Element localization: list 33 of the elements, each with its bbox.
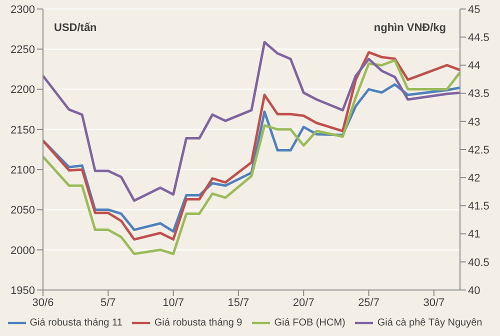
y2-tick-label: 40 bbox=[468, 284, 480, 297]
legend-label: Giá FOB (HCM) bbox=[274, 318, 346, 329]
x-tick-label: 30/6 bbox=[32, 296, 54, 309]
y-tick-label: 2250 bbox=[10, 44, 35, 56]
y2-tick-label: 40.5 bbox=[468, 256, 490, 269]
y2-tick-label: 41.5 bbox=[468, 200, 490, 213]
y2-tick-label: 42 bbox=[468, 172, 480, 185]
y-tick-label: 2200 bbox=[10, 84, 35, 96]
legend-label: Giá robusta tháng 9 bbox=[154, 318, 242, 329]
y2-tick-label: 44.5 bbox=[468, 32, 490, 44]
y-tick-label: 1950 bbox=[10, 284, 35, 297]
y2-tick-label: 44 bbox=[468, 60, 480, 72]
y-tick-label: 2100 bbox=[10, 164, 35, 176]
x-tick-label: 20/7 bbox=[292, 296, 314, 309]
y-tick-label: 2150 bbox=[10, 124, 35, 136]
x-tick-label: 10/7 bbox=[162, 296, 184, 309]
y2-tick-label: 43.5 bbox=[468, 88, 490, 100]
y-tick-label: 2050 bbox=[10, 204, 35, 217]
y-tick-label: 2000 bbox=[10, 244, 35, 257]
x-tick-label: 5/7 bbox=[100, 296, 116, 309]
x-tick-label: 25/7 bbox=[358, 296, 380, 309]
y-tick-label: 2300 bbox=[10, 4, 35, 16]
x-tick-label: 15/7 bbox=[228, 296, 250, 309]
y-axis-title: USD/tấn bbox=[54, 22, 98, 34]
legend-label: Giá cà phê Tây Nguyên bbox=[377, 318, 482, 329]
y2-axis-title: nghìn VNĐ/kg bbox=[374, 22, 446, 34]
x-tick-label: 30/7 bbox=[423, 296, 445, 309]
legend-label: Giá robusta tháng 11 bbox=[30, 318, 122, 329]
y2-tick-label: 45 bbox=[468, 4, 480, 16]
line-series bbox=[43, 40, 460, 202]
y2-tick-label: 42.5 bbox=[468, 144, 490, 156]
y2-tick-label: 41 bbox=[468, 228, 480, 241]
y2-tick-label: 43 bbox=[468, 116, 480, 128]
